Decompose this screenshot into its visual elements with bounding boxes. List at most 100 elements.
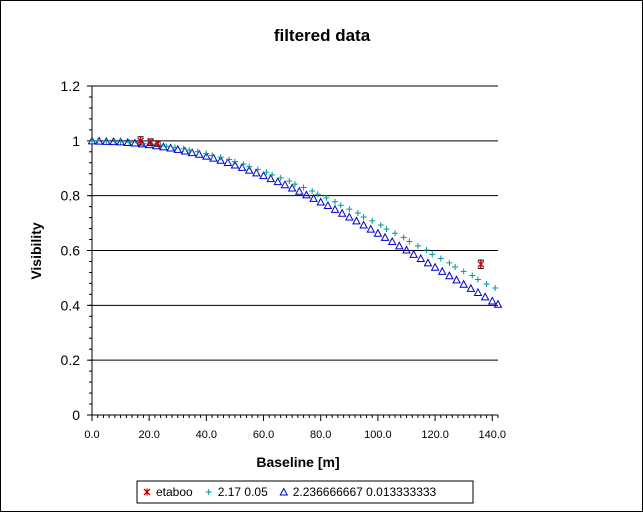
data-point <box>493 299 503 308</box>
data-point <box>400 234 407 241</box>
legend-label: 2.236666667 0.013333333 <box>293 485 437 499</box>
data-point <box>252 168 261 177</box>
data-point <box>216 155 225 164</box>
x-tick-label: 100.0 <box>364 429 392 441</box>
data-point <box>366 224 376 233</box>
data-point <box>429 251 436 258</box>
data-point <box>392 230 399 237</box>
data-point <box>430 262 440 271</box>
legend-label: etaboo <box>156 485 193 499</box>
data-point <box>359 220 368 229</box>
legend-marker <box>143 488 151 496</box>
data-point <box>383 226 390 233</box>
data-point <box>323 200 333 210</box>
data-point <box>414 242 421 249</box>
x-tick-label: 60.0 <box>253 429 274 441</box>
legend-box <box>136 480 474 504</box>
data-point <box>237 162 247 171</box>
data-point <box>126 139 133 146</box>
data-point <box>203 150 210 157</box>
data-point <box>477 260 485 268</box>
data-point <box>330 204 340 213</box>
data-point <box>387 236 397 245</box>
data-point <box>254 166 261 173</box>
data-point <box>346 206 353 213</box>
data-point <box>377 222 384 229</box>
data-point <box>360 214 367 221</box>
data-point <box>277 174 284 181</box>
data-point <box>423 258 433 267</box>
data-point <box>94 138 101 145</box>
data-point <box>460 268 467 275</box>
legend: etaboo 2.17 0.05 2.236666667 0.013333333 <box>136 480 474 504</box>
data-point <box>263 169 270 176</box>
x-tick-label: 20.0 <box>138 429 159 441</box>
data-point <box>287 183 297 192</box>
data-point <box>395 241 404 250</box>
data-point <box>445 271 454 280</box>
data-point <box>314 191 321 198</box>
data-point <box>246 163 253 170</box>
data-point <box>217 154 224 161</box>
data-point <box>137 137 145 145</box>
data-point <box>452 263 459 270</box>
data-point <box>409 249 418 258</box>
data-point <box>111 138 118 145</box>
data-point <box>300 184 307 191</box>
data-point <box>344 212 354 221</box>
data-point <box>244 165 254 174</box>
data-point <box>466 283 476 292</box>
y-tick-label: 1 <box>72 133 80 149</box>
data-point <box>186 147 193 154</box>
data-point <box>402 245 411 254</box>
data-point <box>286 178 293 185</box>
data-point <box>416 253 426 262</box>
data-point <box>280 180 290 189</box>
y-tick-label: 0.6 <box>61 243 81 259</box>
y-tick-label: 0.4 <box>61 297 81 313</box>
data-point <box>437 266 447 275</box>
data-point <box>240 161 247 168</box>
chart-title: filtered data <box>274 26 371 45</box>
data-point <box>309 193 318 202</box>
data-point <box>226 156 233 163</box>
data-point <box>171 144 178 151</box>
data-point <box>209 152 216 159</box>
data-point <box>473 287 483 296</box>
data-point <box>259 171 268 180</box>
data-point <box>459 279 469 288</box>
data-point <box>194 148 201 155</box>
y-tick-label: 0 <box>72 407 80 423</box>
data-point <box>180 145 187 152</box>
x-tick-label: 120.0 <box>421 429 449 441</box>
data-point <box>273 177 283 186</box>
y-tick-label: 0.2 <box>61 352 81 368</box>
data-point <box>154 140 162 148</box>
data-point <box>202 151 211 160</box>
legend-marker <box>205 489 212 495</box>
data-point <box>117 138 124 145</box>
data-point <box>492 285 499 292</box>
data-point <box>294 186 304 195</box>
data-point <box>373 228 383 237</box>
data-point <box>480 292 490 301</box>
y-axis-title: Visibility <box>28 222 44 280</box>
data-point <box>380 232 390 241</box>
data-point <box>452 275 461 284</box>
legend-marker <box>279 487 289 496</box>
data-point <box>337 202 344 209</box>
data-point <box>332 198 339 205</box>
data-point <box>469 272 476 279</box>
data-point <box>231 158 238 165</box>
data-point <box>309 188 316 195</box>
data-point <box>437 255 444 262</box>
data-point <box>369 217 376 224</box>
data-point <box>487 296 497 305</box>
data-point <box>89 137 95 144</box>
data-point <box>352 216 361 225</box>
y-tick-label: 1.2 <box>61 78 81 94</box>
legend-label: 2.17 0.05 <box>218 485 268 499</box>
x-tick-label: 140.0 <box>479 429 507 441</box>
x-tick-label: 80.0 <box>310 429 331 441</box>
